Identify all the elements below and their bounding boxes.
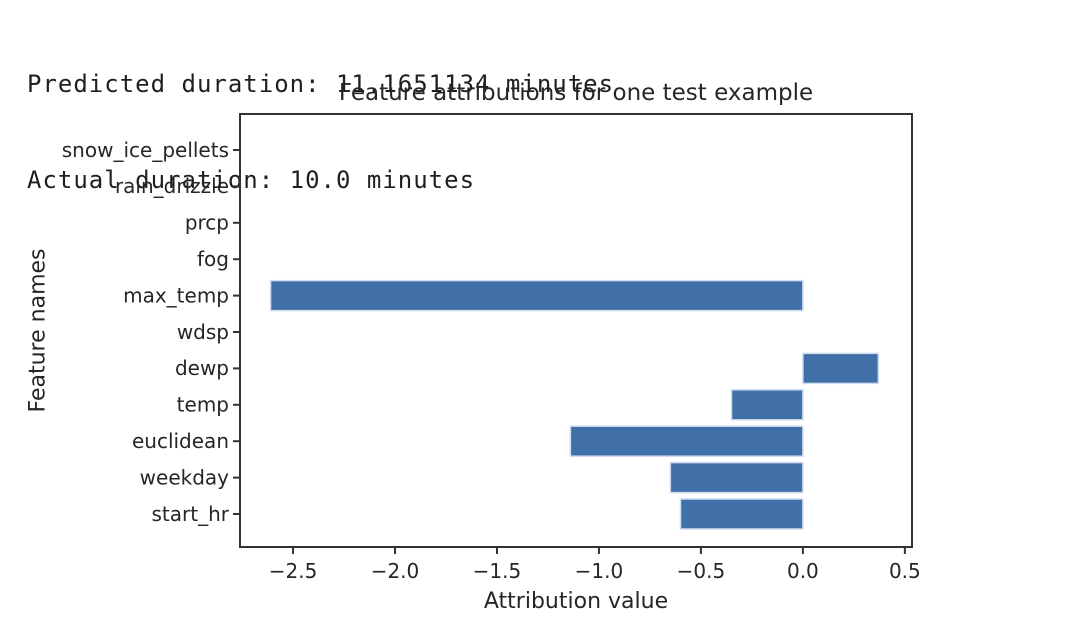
axes-frame — [239, 113, 913, 548]
predicted-duration-text: Predicted duration: 11.1651134 minutes — [27, 70, 615, 98]
y-axis-label: Feature names — [25, 249, 50, 413]
bar-temp — [730, 389, 804, 421]
bar-max_temp — [269, 279, 804, 312]
bar-dewp — [802, 352, 880, 385]
x-axis-label: Attribution value — [484, 589, 668, 614]
x-tick-label: 0.0 — [787, 559, 819, 583]
y-tick-label: dewp — [175, 356, 229, 380]
chart-title: Feature attributions for one test exampl… — [339, 80, 813, 106]
bar-euclidean — [569, 425, 804, 457]
actual-duration-text: Actual duration: 10.0 minutes — [27, 166, 476, 194]
bar-start_hr — [679, 498, 804, 530]
y-tick-label: fog — [197, 247, 229, 271]
y-tick-label: weekday — [140, 465, 230, 489]
x-tick-label: −1.5 — [473, 559, 522, 583]
x-tick-label: −2.5 — [269, 559, 318, 583]
y-tick-label: start_hr — [152, 502, 230, 526]
x-tick-label: −1.0 — [575, 559, 624, 583]
y-tick-label: rain_drizzle — [115, 174, 229, 198]
bar-weekday — [669, 461, 804, 494]
x-tick-label: −2.0 — [371, 559, 420, 583]
y-tick-label: prcp — [185, 211, 229, 235]
y-tick-label: temp — [177, 393, 229, 417]
x-tick-label: 0.5 — [889, 559, 921, 583]
y-tick-label: wdsp — [177, 320, 229, 344]
console-output: Predicted duration: 11.1651134 minutes A… — [27, 4, 614, 260]
y-tick-label: max_temp — [123, 283, 229, 307]
y-tick-label: euclidean — [132, 429, 229, 453]
x-tick-label: −0.5 — [677, 559, 726, 583]
y-tick-label: snow_ice_pellets — [62, 138, 229, 162]
